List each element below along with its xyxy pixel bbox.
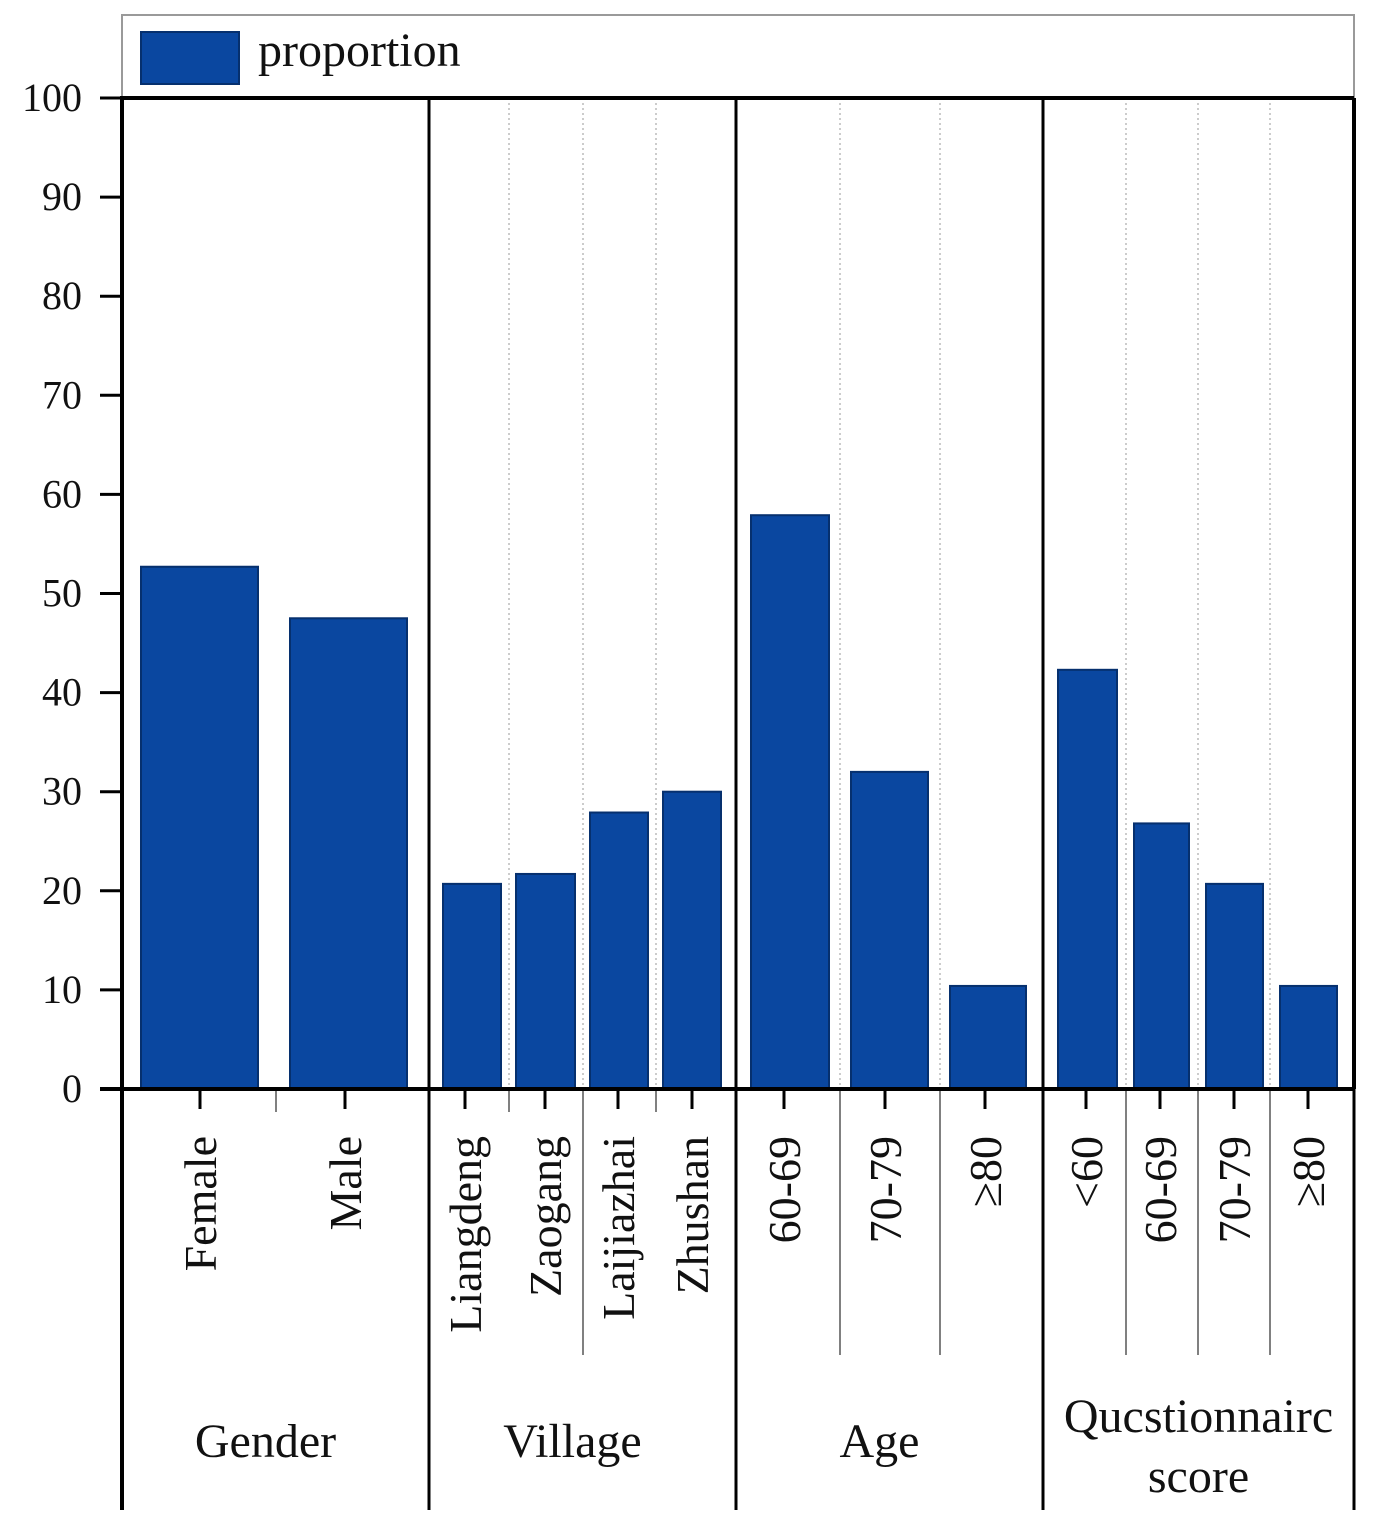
bar xyxy=(750,514,830,1090)
y-tick-label: 100 xyxy=(22,75,82,120)
bars xyxy=(140,514,1338,1091)
category-label: ≥80 xyxy=(960,1136,1011,1207)
bar xyxy=(289,617,408,1091)
bar xyxy=(589,811,649,1090)
y-tick-label: 0 xyxy=(62,1066,82,1111)
bar xyxy=(515,872,576,1090)
axes xyxy=(100,96,1356,1510)
bar xyxy=(442,882,502,1090)
bar xyxy=(1279,984,1338,1090)
category-label: 60-69 xyxy=(759,1136,810,1243)
bar xyxy=(850,770,929,1090)
bar xyxy=(949,984,1027,1090)
bar xyxy=(140,565,259,1090)
group-label: Gender xyxy=(195,1415,336,1468)
category-label: Female xyxy=(175,1136,226,1271)
group-label: Qucstionnairc xyxy=(1064,1390,1333,1443)
legend-label: proportion xyxy=(258,24,461,77)
y-tick-label: 50 xyxy=(42,571,82,616)
category-label: Male xyxy=(320,1136,371,1231)
y-tick-label: 60 xyxy=(42,471,82,516)
bar xyxy=(1205,882,1264,1090)
bar xyxy=(662,790,722,1090)
group-dividers xyxy=(508,98,1271,1089)
legend: proportion xyxy=(121,14,1355,99)
y-tick-label: 40 xyxy=(42,670,82,715)
legend-frame xyxy=(121,14,1355,99)
category-label: 70-79 xyxy=(860,1136,911,1243)
category-label: <60 xyxy=(1061,1136,1112,1208)
y-tick-label: 20 xyxy=(42,868,82,913)
y-tick-label: 70 xyxy=(42,372,82,417)
group-label: Age xyxy=(840,1415,920,1468)
bar xyxy=(1057,668,1118,1090)
y-tick-label: 80 xyxy=(42,273,82,318)
category-labels: 0 10 20 30 40 50 60 70 80 90 100 Female Male Liangden… xyxy=(22,75,1334,1503)
category-label: Liangdeng xyxy=(440,1136,491,1333)
group-label: score xyxy=(1148,1450,1249,1503)
category-label: ≥80 xyxy=(1283,1136,1334,1207)
category-label: Laijiazhai xyxy=(593,1136,644,1320)
category-label: 60-69 xyxy=(1135,1136,1186,1243)
category-label: Zhushan xyxy=(667,1136,718,1294)
y-tick-label: 90 xyxy=(42,174,82,219)
bar xyxy=(1133,822,1190,1090)
group-label: Village xyxy=(503,1415,641,1468)
category-label: 70-79 xyxy=(1209,1136,1260,1243)
category-label: Zaogang xyxy=(520,1136,571,1297)
legend-swatch xyxy=(140,31,240,85)
y-tick-label: 30 xyxy=(42,769,82,814)
y-tick-label: 10 xyxy=(42,967,82,1012)
